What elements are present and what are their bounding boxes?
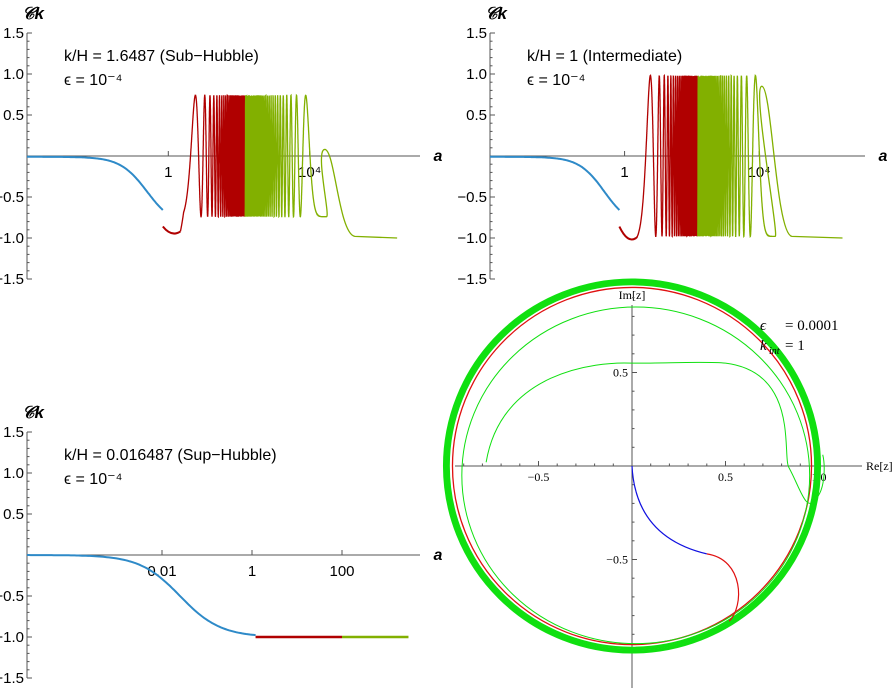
- y-tick-label: 0.5: [3, 506, 24, 523]
- y-tick-label: −0.5: [457, 189, 487, 206]
- y-axis-label: 𝒞k: [22, 4, 45, 23]
- legend-k-value: = 1: [785, 338, 805, 354]
- x-tick-label: 10⁴: [748, 164, 771, 181]
- y-tick-label: −1.0: [457, 230, 487, 247]
- y-tick-label: 0.5: [613, 366, 628, 380]
- y-tick-label: −0.5: [0, 588, 24, 605]
- annotation-line-2: ϵ = 10⁻⁴: [527, 72, 586, 89]
- legend-epsilon-symbol: ϵ: [760, 318, 767, 334]
- x-axis-label: a: [434, 547, 443, 564]
- series-line-2: [635, 74, 699, 239]
- y-tick-label: −1.5: [0, 670, 24, 687]
- y-tick-label: 1.5: [3, 25, 24, 42]
- green-circle-band-4: [442, 278, 822, 654]
- legend-epsilon-value: = 0.0001: [785, 318, 838, 334]
- legend-k-subscript: int: [769, 346, 780, 357]
- y-tick-label: 1.0: [466, 66, 487, 83]
- x-tick-label: 1: [164, 164, 172, 181]
- series-line-2-leadin: [618, 226, 637, 241]
- green-inner-circle: [461, 306, 811, 645]
- chart-panel-bottom-left: 1.5 1.0 0.5 −0.5 −1.0 −1.5 0.01 1 100 𝒞k a k/H = 0.…: [0, 403, 443, 687]
- y-tick-label: 1.5: [466, 25, 487, 42]
- annotation-line-2: ϵ = 10⁻⁴: [64, 72, 123, 89]
- annotation-line-2: ϵ = 10⁻⁴: [64, 471, 123, 488]
- red-arc: [706, 553, 740, 622]
- x-tick-label: 0.5: [718, 470, 733, 484]
- x-tick-label: 100: [329, 563, 354, 580]
- series-line-3: [244, 93, 398, 239]
- series-line-2: [179, 93, 246, 232]
- green-circle-band-2: [445, 281, 819, 651]
- series-line-1: [27, 554, 256, 637]
- x-tick-label: −0.5: [528, 470, 550, 484]
- green-inner-arc: [485, 361, 726, 463]
- annotation-line-1: k/H = 1 (Intermediate): [527, 48, 682, 65]
- series-line-1: [27, 155, 164, 211]
- y-tick-label: 1.0: [3, 465, 24, 482]
- x-tick-label: 1: [620, 164, 628, 181]
- x-axis-label: a: [434, 148, 443, 165]
- y-tick-label: −1.5: [457, 271, 487, 288]
- y-tick-label: −1.0: [0, 629, 24, 646]
- x-tick-label: 10⁴: [298, 164, 321, 181]
- y-tick-label: −1.5: [0, 271, 24, 288]
- y-tick-label: 0.5: [466, 107, 487, 124]
- y-tick-label: −1.0: [0, 230, 24, 247]
- red-circle: [451, 286, 813, 646]
- legend-k-symbol: k: [760, 338, 767, 354]
- x-axis-label: Re[z]: [866, 459, 893, 473]
- y-tick-label: −0.5: [606, 553, 628, 567]
- y-tick-label: 1.0: [3, 66, 24, 83]
- series-line-1: [490, 155, 621, 211]
- y-tick-label: 0.5: [3, 107, 24, 124]
- x-tick-label: 0.01: [147, 563, 176, 580]
- y-axis-label: 𝒞k: [485, 4, 508, 23]
- annotation-line-1: k/H = 1.6487 (Sub−Hubble): [64, 48, 259, 65]
- y-tick-label: −0.5: [0, 189, 24, 206]
- blue-arc: [631, 465, 707, 555]
- annotation-line-1: k/H = 0.016487 (Sup−Hubble): [64, 447, 277, 464]
- green-circle-band-1: [447, 283, 817, 649]
- y-axis-label: 𝒞k: [22, 403, 45, 422]
- y-axis-label: Im[z]: [619, 288, 646, 302]
- x-axis-label: a: [879, 148, 888, 165]
- y-tick-label: 1.5: [3, 424, 24, 441]
- green-loop: [725, 362, 825, 504]
- series-line-2-leadin: [162, 225, 181, 235]
- x-tick-label: 1: [248, 563, 256, 580]
- series-line-3: [697, 74, 843, 239]
